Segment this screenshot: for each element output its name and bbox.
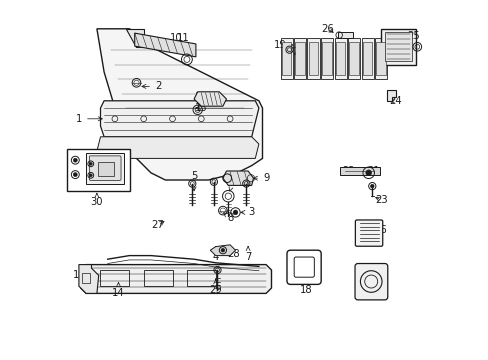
Bar (67, 149, 130, 191)
FancyBboxPatch shape (355, 220, 382, 246)
Polygon shape (381, 29, 415, 65)
Bar (347, 38, 360, 79)
Text: 20: 20 (292, 47, 304, 57)
Polygon shape (101, 101, 258, 137)
Polygon shape (210, 245, 235, 256)
Text: 27: 27 (151, 220, 164, 230)
Text: 3: 3 (241, 207, 254, 217)
Circle shape (73, 158, 77, 162)
Polygon shape (223, 171, 253, 185)
Bar (295, 42, 304, 75)
Text: 25: 25 (405, 31, 419, 44)
Text: 13: 13 (195, 103, 207, 113)
Bar (143, 270, 172, 286)
Text: 7: 7 (244, 247, 251, 262)
Text: 19: 19 (274, 40, 292, 50)
Bar (361, 38, 373, 79)
Text: 12: 12 (195, 92, 207, 102)
Polygon shape (81, 265, 271, 293)
Text: 15: 15 (72, 270, 91, 280)
Bar (348, 42, 358, 75)
Text: 28: 28 (227, 249, 240, 259)
Bar (281, 42, 291, 75)
Bar (362, 42, 371, 75)
FancyBboxPatch shape (89, 156, 121, 180)
Text: 22: 22 (342, 166, 355, 176)
Bar (376, 42, 385, 75)
Text: 1: 1 (76, 114, 102, 124)
Circle shape (73, 173, 77, 176)
Polygon shape (97, 29, 262, 180)
Text: 26: 26 (320, 24, 333, 34)
Text: 11: 11 (177, 33, 189, 54)
Text: 10: 10 (169, 33, 182, 48)
Circle shape (89, 162, 92, 165)
Text: 8: 8 (223, 213, 233, 223)
Polygon shape (86, 153, 123, 184)
Circle shape (365, 170, 371, 176)
Bar (280, 38, 292, 79)
FancyBboxPatch shape (354, 264, 387, 300)
Polygon shape (125, 29, 143, 47)
Text: 18: 18 (299, 279, 311, 295)
Polygon shape (194, 92, 226, 106)
Text: 2: 2 (142, 81, 161, 91)
Polygon shape (337, 32, 352, 38)
Bar (335, 42, 345, 75)
Polygon shape (79, 265, 99, 293)
Polygon shape (134, 33, 196, 57)
Text: 17: 17 (368, 278, 387, 288)
Bar (320, 38, 332, 79)
Circle shape (233, 210, 237, 215)
Bar (293, 38, 305, 79)
Text: 30: 30 (90, 193, 103, 207)
Circle shape (370, 184, 373, 188)
Text: 24: 24 (388, 96, 401, 106)
Bar (82, 273, 90, 283)
Bar (308, 42, 318, 75)
Text: 14: 14 (112, 283, 124, 298)
Circle shape (221, 248, 224, 252)
Polygon shape (97, 137, 258, 158)
Bar (374, 38, 386, 79)
Text: 5: 5 (190, 171, 197, 191)
Text: 29: 29 (209, 279, 222, 295)
Bar (186, 270, 215, 286)
Text: 23: 23 (374, 195, 387, 205)
Bar (101, 270, 129, 286)
FancyBboxPatch shape (294, 257, 314, 277)
Text: 4: 4 (212, 247, 218, 262)
Text: 9: 9 (253, 173, 269, 183)
Text: 6: 6 (229, 175, 236, 191)
FancyBboxPatch shape (286, 250, 321, 284)
Polygon shape (384, 32, 411, 61)
Text: 16: 16 (368, 225, 387, 235)
Bar (98, 162, 114, 176)
Polygon shape (339, 167, 379, 175)
Bar (322, 42, 331, 75)
Polygon shape (386, 90, 395, 101)
Bar (307, 38, 319, 79)
Text: 21: 21 (367, 166, 380, 176)
Circle shape (89, 174, 92, 177)
Bar (334, 38, 346, 79)
